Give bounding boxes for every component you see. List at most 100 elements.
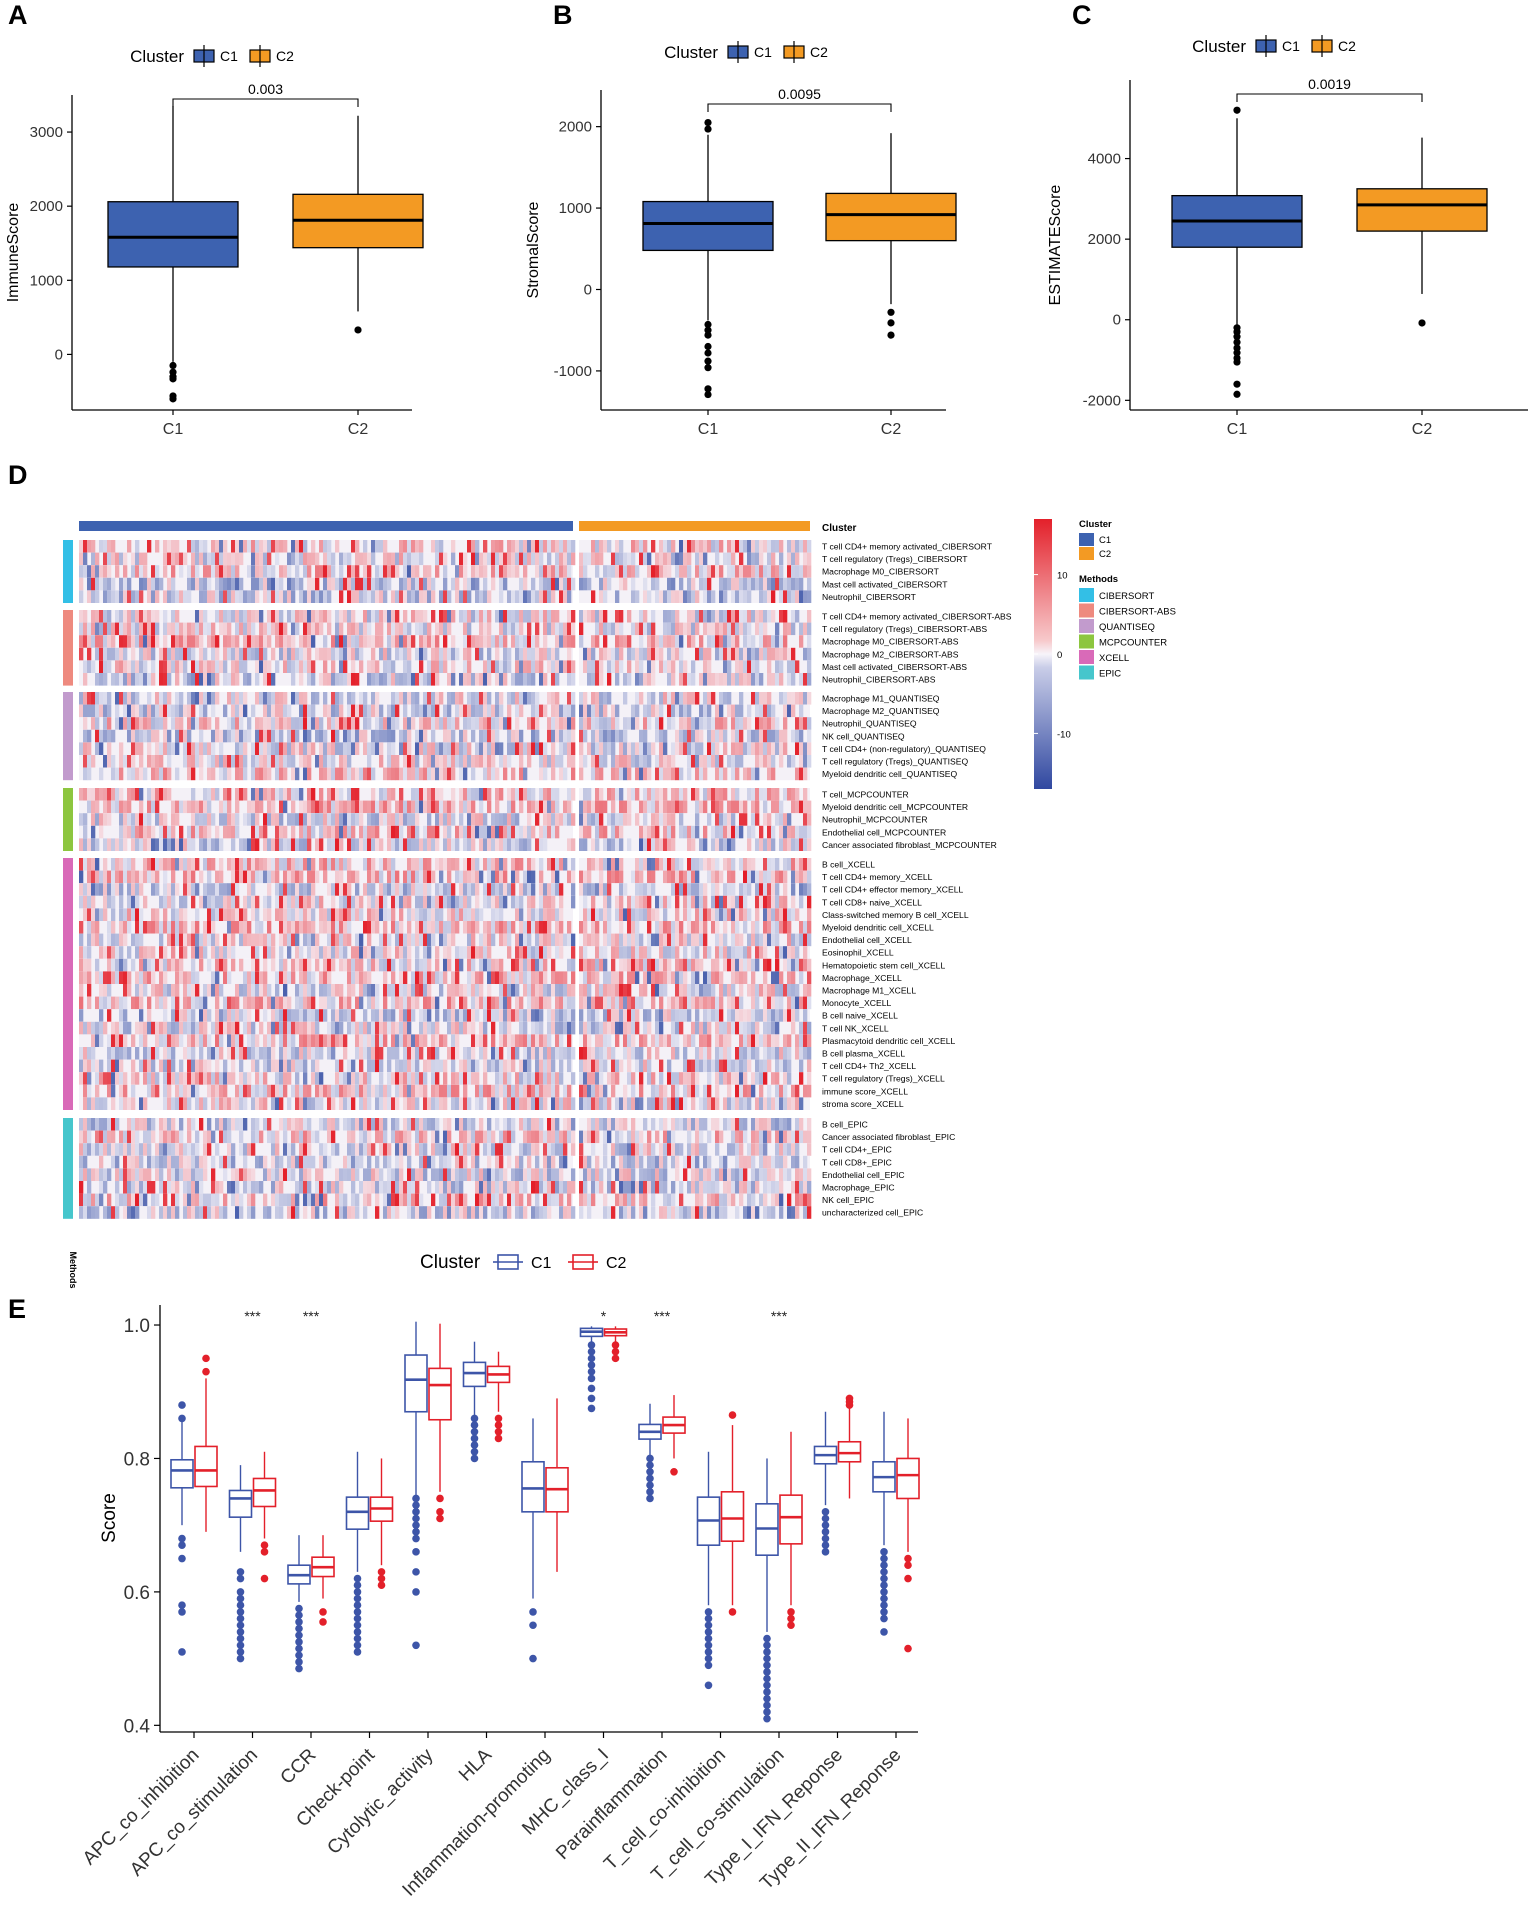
heatmap-cell <box>199 895 204 909</box>
heatmap-cell <box>307 946 312 959</box>
heatmap-cell <box>339 946 344 959</box>
heatmap-cell <box>307 800 312 814</box>
heatmap-cell <box>107 755 112 768</box>
heatmap-cell <box>715 622 720 636</box>
heatmap-cell <box>667 958 672 972</box>
heatmap-cell <box>87 635 92 648</box>
heatmap-cell <box>311 895 316 909</box>
heatmap-cell <box>251 800 256 814</box>
heatmap-cell <box>435 755 440 768</box>
heatmap-cell <box>383 895 388 909</box>
heatmap-cell <box>719 800 724 814</box>
heatmap-cell <box>427 717 432 730</box>
heatmap-cell <box>99 971 104 984</box>
heatmap-cell <box>455 692 460 705</box>
legend-label-c1: C1 <box>1282 38 1300 54</box>
heatmap-cell <box>751 660 756 673</box>
heatmap-cell <box>195 565 200 578</box>
heatmap-cell <box>107 590 112 603</box>
heatmap-cell <box>191 883 196 896</box>
heatmap-cell <box>699 717 704 730</box>
heatmap-cell <box>147 800 152 814</box>
heatmap-cell <box>791 933 796 947</box>
heatmap-cell <box>351 825 356 839</box>
heatmap-cell <box>603 704 608 718</box>
heatmap-cell <box>735 921 740 934</box>
box-body <box>1356 188 1488 232</box>
heatmap-cell <box>531 540 536 553</box>
heatmap-cell <box>87 921 92 934</box>
heatmap-cell <box>91 838 96 851</box>
heatmap-cell <box>435 673 440 686</box>
heatmap-cell <box>419 552 424 566</box>
heatmap-cell <box>255 673 260 686</box>
heatmap-cell <box>515 729 520 743</box>
heatmap-cell <box>671 800 676 814</box>
row-label: Macrophage_XCELL <box>822 973 902 983</box>
heatmap-cell <box>635 858 640 871</box>
heatmap-cell <box>471 788 476 801</box>
heatmap-cell <box>499 673 504 686</box>
heatmap-cell <box>659 767 664 781</box>
heatmap-cell <box>407 742 412 755</box>
heatmap-cell <box>767 540 772 553</box>
heatmap-cell <box>639 825 644 839</box>
heatmap-cell <box>227 883 232 896</box>
heatmap-cell <box>135 660 140 673</box>
heatmap-cell <box>635 921 640 934</box>
heatmap-cell <box>423 895 428 909</box>
heatmap-cell <box>647 908 652 921</box>
heatmap-cell <box>659 552 664 566</box>
heatmap-cell <box>491 565 496 578</box>
heatmap-cell <box>587 825 592 839</box>
heatmap-cell <box>367 742 372 755</box>
heatmap-cell <box>147 717 152 730</box>
heatmap-cell <box>743 800 748 814</box>
heatmap-cell <box>775 647 780 661</box>
heatmap-cell <box>787 788 792 801</box>
heatmap-cell <box>347 921 352 934</box>
heatmap-cell <box>735 590 740 603</box>
heatmap-cell <box>611 704 616 718</box>
heatmap-cell <box>191 577 196 591</box>
heatmap-cell <box>635 895 640 909</box>
heatmap-cell <box>499 552 504 566</box>
heatmap-cell <box>403 883 408 896</box>
heatmap-cell <box>703 895 708 909</box>
heatmap-cell <box>351 984 356 997</box>
heatmap-cell <box>483 610 488 623</box>
heatmap-cell <box>679 565 684 578</box>
heatmap-cell <box>611 552 616 566</box>
heatmap-cell <box>439 717 444 730</box>
heatmap-cell <box>755 552 760 566</box>
heatmap-cell <box>547 946 552 959</box>
heatmap-cell <box>679 742 684 755</box>
heatmap-cell <box>787 838 792 851</box>
heatmap-cell <box>383 610 388 623</box>
heatmap-cell <box>591 742 596 755</box>
heatmap-cell <box>391 635 396 648</box>
heatmap-cell <box>399 692 404 705</box>
heatmap-cell <box>275 660 280 673</box>
heatmap-cell <box>387 813 392 826</box>
heatmap-cell <box>727 540 732 553</box>
heatmap-cell <box>519 838 524 851</box>
heatmap-cell <box>495 742 500 755</box>
heatmap-cell <box>603 971 608 984</box>
heatmap-cell <box>415 565 420 578</box>
heatmap-cell <box>475 742 480 755</box>
heatmap-cell <box>763 565 768 578</box>
heatmap-cell <box>239 704 244 718</box>
heatmap-cell <box>495 552 500 566</box>
heatmap-cell <box>335 883 340 896</box>
heatmap-cell <box>367 895 372 909</box>
heatmap-cell <box>287 660 292 673</box>
heatmap-cell <box>207 825 212 839</box>
heatmap-cell <box>435 704 440 718</box>
heatmap-cell <box>695 647 700 661</box>
heatmap-cell <box>339 704 344 718</box>
heatmap-cell <box>463 858 468 871</box>
heatmap-cell <box>407 870 412 884</box>
heatmap-cell <box>399 838 404 851</box>
